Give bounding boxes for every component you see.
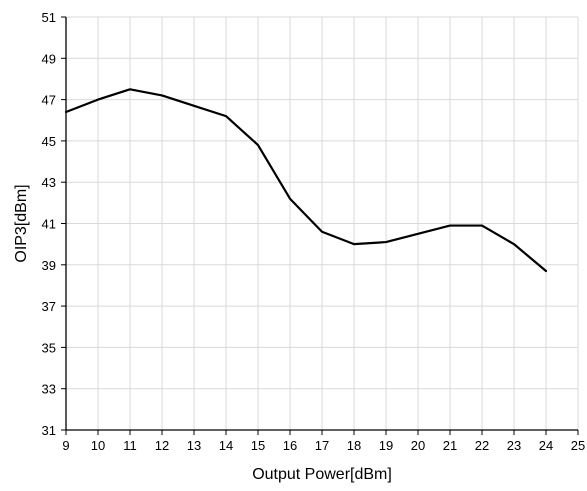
- y-tick-label: 41: [42, 217, 56, 232]
- x-tick-label: 24: [539, 438, 553, 453]
- y-tick-label: 33: [42, 382, 56, 397]
- x-tick-label: 20: [411, 438, 425, 453]
- x-tick-label: 21: [443, 438, 457, 453]
- x-tick-label: 22: [475, 438, 489, 453]
- y-tick-label: 47: [42, 93, 56, 108]
- y-tick-label: 51: [42, 10, 56, 25]
- y-tick-label: 35: [42, 340, 56, 355]
- x-tick-label: 14: [219, 438, 233, 453]
- y-tick-label: 37: [42, 299, 56, 314]
- grid: [66, 16, 579, 430]
- axes: [61, 16, 579, 435]
- x-tick-label: 25: [571, 438, 585, 453]
- y-tick-label: 31: [42, 423, 56, 438]
- x-tick-label: 10: [91, 438, 105, 453]
- x-tick-label: 17: [315, 438, 329, 453]
- series-line: [64, 88, 548, 273]
- y-tick-label: 43: [42, 175, 56, 190]
- x-tick-label: 18: [347, 438, 361, 453]
- x-tick-label: 12: [155, 438, 169, 453]
- x-axis-title: Output Power[dBm]: [252, 466, 392, 483]
- y-axis-title: OIP3[dBm]: [13, 184, 30, 262]
- x-tick-label: 13: [187, 438, 201, 453]
- tick-labels: 9 10 11 12 13 14 15 16 17 18 19 20 21 22 23 24 25 31 33 35 3…: [42, 10, 586, 453]
- x-tick-label: 15: [251, 438, 265, 453]
- y-tick-label: 45: [42, 134, 56, 149]
- x-tick-label: 9: [62, 438, 69, 453]
- y-tick-label: 39: [42, 258, 56, 273]
- x-tick-label: 16: [283, 438, 297, 453]
- series-group: [64, 88, 548, 273]
- x-tick-label: 11: [123, 438, 137, 453]
- y-tick-label: 49: [42, 51, 56, 66]
- x-tick-label: 19: [379, 438, 393, 453]
- x-tick-label: 23: [507, 438, 521, 453]
